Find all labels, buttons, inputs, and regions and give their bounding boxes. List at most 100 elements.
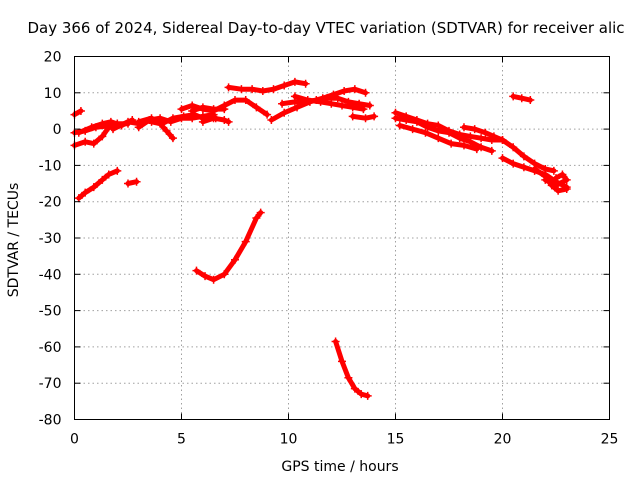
data-point: [209, 105, 218, 114]
data-point: [98, 175, 107, 184]
x-tick-label: 15: [387, 432, 405, 448]
data-point: [338, 101, 346, 110]
data-point: [423, 123, 432, 132]
data-point: [445, 128, 453, 137]
data-point: [459, 141, 468, 150]
data-point: [434, 126, 443, 135]
data-point: [344, 373, 353, 382]
data-point: [201, 272, 210, 281]
data-point: [395, 121, 404, 130]
data-point: [348, 112, 357, 121]
data-point: [220, 116, 229, 125]
data-point: [134, 123, 143, 132]
data-point: [350, 384, 359, 393]
data-point: [188, 114, 197, 123]
data-point: [487, 146, 496, 155]
y-tick-label: -10: [39, 158, 62, 174]
data-point: [162, 126, 171, 135]
y-tick-label: 0: [53, 122, 62, 138]
data-point: [365, 101, 374, 110]
data-point: [470, 125, 479, 134]
data-point: [198, 117, 207, 126]
data-point: [408, 125, 417, 134]
data-point: [412, 117, 421, 126]
data-point: [509, 143, 518, 152]
y-tick-label: -30: [39, 231, 62, 247]
data-point: [552, 181, 560, 190]
data-point: [434, 134, 443, 143]
data-point: [104, 170, 113, 179]
series-track-12: [189, 104, 227, 114]
x-tick-label: 25: [601, 432, 619, 448]
data-point: [552, 174, 560, 183]
data-point: [106, 117, 115, 126]
data-point: [350, 85, 359, 94]
data-point: [280, 108, 289, 117]
data-point: [209, 275, 218, 284]
data-point: [177, 114, 186, 123]
series-track-22: [461, 124, 557, 174]
data-point: [541, 175, 550, 184]
data-point: [421, 128, 430, 137]
series-track-28: [333, 339, 371, 399]
series-track-10: [149, 119, 176, 141]
x-tick-label: 10: [280, 432, 298, 448]
data-point: [263, 110, 272, 119]
data-point: [209, 114, 218, 123]
data-point: [517, 94, 526, 103]
data-point: [113, 166, 122, 175]
data-point: [340, 86, 349, 95]
x-axis-label: GPS time / hours: [281, 459, 398, 475]
data-point: [147, 117, 156, 126]
data-point: [156, 119, 165, 128]
data-point: [198, 103, 207, 112]
data-point: [124, 179, 132, 188]
data-point: [361, 114, 370, 123]
data-point: [370, 112, 379, 121]
data-point: [530, 165, 539, 174]
series-group: [70, 77, 571, 400]
data-point: [459, 123, 468, 132]
data-point: [109, 125, 118, 134]
data-point: [455, 134, 464, 143]
data-point: [290, 92, 299, 101]
data-point: [357, 390, 366, 399]
y-tick-label: -80: [39, 413, 62, 429]
data-point: [224, 83, 233, 92]
data-point: [98, 119, 107, 128]
data-point: [554, 186, 563, 195]
data-point: [256, 208, 265, 217]
data-point: [489, 132, 498, 141]
data-point: [252, 103, 261, 112]
data-point: [237, 85, 246, 94]
data-point: [81, 188, 90, 197]
chart-title: Day 366 of 2024, Sidereal Day-to-day VTE…: [27, 19, 624, 37]
data-point: [481, 128, 490, 137]
data-point: [509, 92, 518, 101]
data-point: [558, 170, 567, 179]
y-axis-label: SDTVAR / TECUs: [6, 183, 22, 298]
data-point: [293, 103, 302, 112]
data-point: [98, 132, 107, 141]
data-point: [498, 135, 507, 144]
y-tick-label: 20: [44, 50, 62, 66]
y-tick-label: -60: [39, 340, 62, 356]
data-point: [74, 128, 83, 137]
data-point: [231, 255, 239, 264]
data-point: [231, 96, 239, 105]
x-tick-label: 20: [494, 432, 512, 448]
data-point: [76, 106, 85, 115]
data-point: [333, 94, 342, 103]
data-point: [549, 166, 558, 175]
series-track-27: [194, 210, 264, 283]
data-point: [327, 99, 336, 108]
data-point: [220, 105, 229, 114]
y-tick-label: 10: [44, 86, 62, 102]
data-point: [87, 123, 96, 132]
data-point: [477, 134, 486, 143]
data-point: [177, 105, 186, 114]
data-point: [89, 139, 98, 148]
data-point: [338, 357, 346, 366]
data-point: [562, 184, 571, 193]
